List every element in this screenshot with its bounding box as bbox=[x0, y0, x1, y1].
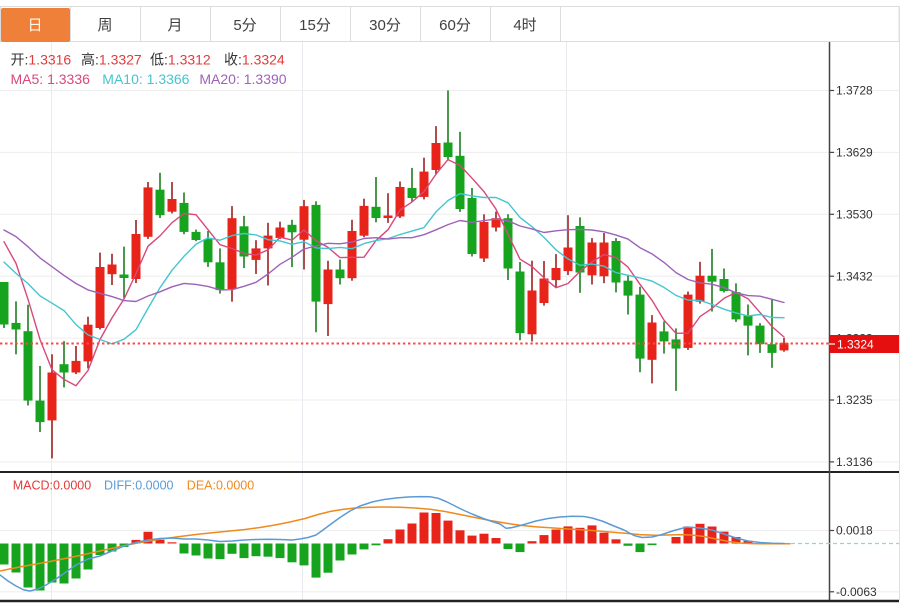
svg-text:日: 日 bbox=[27, 17, 42, 34]
svg-text:1.3324: 1.3324 bbox=[837, 338, 874, 352]
svg-text:低:1.3312: 低:1.3312 bbox=[150, 52, 211, 68]
svg-text:开:1.3316: 开:1.3316 bbox=[11, 52, 72, 68]
svg-text:5分: 5分 bbox=[233, 17, 256, 34]
svg-text:收:1.3324: 收:1.3324 bbox=[224, 52, 285, 68]
svg-text:60分: 60分 bbox=[439, 17, 471, 34]
svg-text:15分: 15分 bbox=[299, 17, 331, 34]
svg-text:1.3629: 1.3629 bbox=[836, 146, 873, 160]
svg-text:DEA:0.0000: DEA:0.0000 bbox=[187, 479, 254, 493]
svg-text:1.3136: 1.3136 bbox=[836, 455, 873, 469]
svg-text:-0.0063: -0.0063 bbox=[836, 585, 877, 599]
svg-text:30分: 30分 bbox=[369, 17, 401, 34]
svg-text:1.3432: 1.3432 bbox=[836, 269, 873, 283]
svg-text:0.0018: 0.0018 bbox=[836, 524, 873, 538]
svg-text:MACD:0.0000: MACD:0.0000 bbox=[13, 479, 92, 493]
svg-text:MA5: 1.3336: MA5: 1.3336 bbox=[11, 71, 91, 87]
svg-text:4时: 4时 bbox=[513, 17, 536, 34]
svg-text:1.3235: 1.3235 bbox=[836, 393, 873, 407]
svg-text:高:1.3327: 高:1.3327 bbox=[81, 52, 142, 68]
svg-text:MA10: 1.3366: MA10: 1.3366 bbox=[102, 71, 189, 87]
svg-text:1.3530: 1.3530 bbox=[836, 208, 873, 222]
svg-text:MA20: 1.3390: MA20: 1.3390 bbox=[199, 71, 286, 87]
svg-text:月: 月 bbox=[167, 17, 182, 34]
svg-text:1.3728: 1.3728 bbox=[836, 84, 873, 98]
svg-text:DIFF:0.0000: DIFF:0.0000 bbox=[104, 479, 174, 493]
svg-text:周: 周 bbox=[97, 17, 112, 34]
